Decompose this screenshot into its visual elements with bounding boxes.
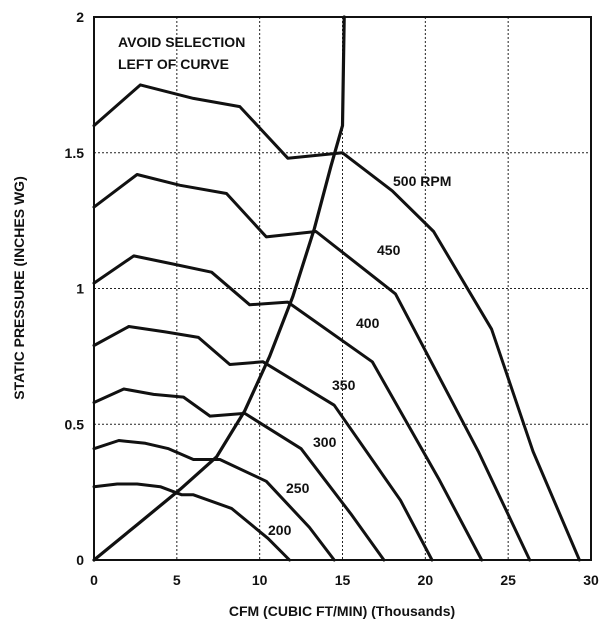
x-tick-label: 30 bbox=[583, 572, 599, 588]
avoid-note-line-2: LEFT OF CURVE bbox=[118, 56, 229, 72]
x-tick-label: 25 bbox=[500, 572, 516, 588]
x-axis-label: CFM (CUBIC FT/MIN) (Thousands) bbox=[229, 603, 455, 619]
plot-frame bbox=[93, 16, 592, 561]
y-tick-label: 1.5 bbox=[65, 145, 85, 161]
rpm-curve-300 bbox=[92, 387, 386, 562]
curve-label-300: 300 bbox=[313, 434, 337, 450]
y-tick-label: 0 bbox=[76, 552, 84, 568]
selection-limit-line bbox=[92, 15, 346, 562]
rpm-curves bbox=[92, 83, 581, 562]
rpm-curve-450 bbox=[92, 173, 532, 562]
rpm-curve-400 bbox=[92, 254, 484, 562]
curve-label-450: 450 bbox=[377, 242, 401, 258]
avoid-note-line-1: AVOID SELECTION bbox=[118, 34, 245, 50]
curve-label-350: 350 bbox=[332, 377, 356, 393]
x-tick-label: 10 bbox=[252, 572, 268, 588]
rpm-curve-250 bbox=[92, 439, 336, 562]
x-tick-label: 5 bbox=[173, 572, 181, 588]
x-tick-label: 15 bbox=[335, 572, 351, 588]
selection-limit-curve bbox=[92, 15, 346, 562]
y-tick-label: 1 bbox=[76, 281, 84, 297]
rpm-curve-500-rpm bbox=[92, 83, 581, 562]
x-tick-label: 0 bbox=[90, 572, 98, 588]
curve-label-500-rpm: 500 RPM bbox=[393, 173, 451, 189]
y-axis-label: STATIC PRESSURE (INCHES WG) bbox=[11, 176, 27, 400]
curve-labels: 500 RPM 450 400 350 300 250 200 bbox=[268, 173, 451, 538]
y-tick-label: 2 bbox=[76, 9, 84, 25]
curve-label-200: 200 bbox=[268, 522, 292, 538]
rpm-curve-350 bbox=[92, 325, 434, 562]
curve-label-250: 250 bbox=[286, 480, 310, 496]
x-tick-label: 20 bbox=[418, 572, 434, 588]
rpm-curve-200 bbox=[92, 482, 291, 562]
y-tick-label: 0.5 bbox=[65, 416, 85, 432]
curve-label-400: 400 bbox=[356, 315, 380, 331]
